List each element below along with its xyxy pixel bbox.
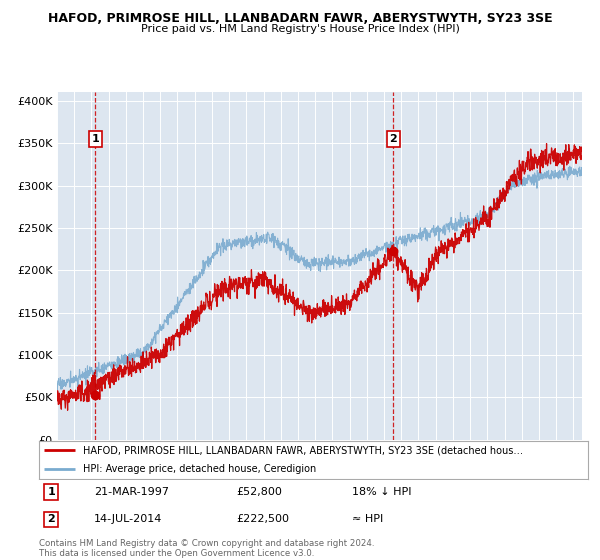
Text: Contains HM Land Registry data © Crown copyright and database right 2024.
This d: Contains HM Land Registry data © Crown c… (39, 539, 374, 558)
Text: 18% ↓ HPI: 18% ↓ HPI (352, 487, 412, 497)
Text: 2: 2 (389, 134, 397, 144)
Text: 21-MAR-1997: 21-MAR-1997 (94, 487, 169, 497)
Text: HAFOD, PRIMROSE HILL, LLANBADARN FAWR, ABERYSTWYTH, SY23 3SE: HAFOD, PRIMROSE HILL, LLANBADARN FAWR, A… (47, 12, 553, 25)
Text: Price paid vs. HM Land Registry's House Price Index (HPI): Price paid vs. HM Land Registry's House … (140, 24, 460, 34)
Text: HPI: Average price, detached house, Ceredigion: HPI: Average price, detached house, Cere… (83, 464, 316, 474)
Text: HAFOD, PRIMROSE HILL, LLANBADARN FAWR, ABERYSTWYTH, SY23 3SE (detached hous…: HAFOD, PRIMROSE HILL, LLANBADARN FAWR, A… (83, 445, 523, 455)
Text: 2: 2 (47, 515, 55, 524)
Text: £52,800: £52,800 (236, 487, 283, 497)
Text: ≈ HPI: ≈ HPI (352, 515, 383, 524)
Text: 1: 1 (91, 134, 99, 144)
Text: 1: 1 (47, 487, 55, 497)
Text: 14-JUL-2014: 14-JUL-2014 (94, 515, 162, 524)
Text: £222,500: £222,500 (236, 515, 290, 524)
